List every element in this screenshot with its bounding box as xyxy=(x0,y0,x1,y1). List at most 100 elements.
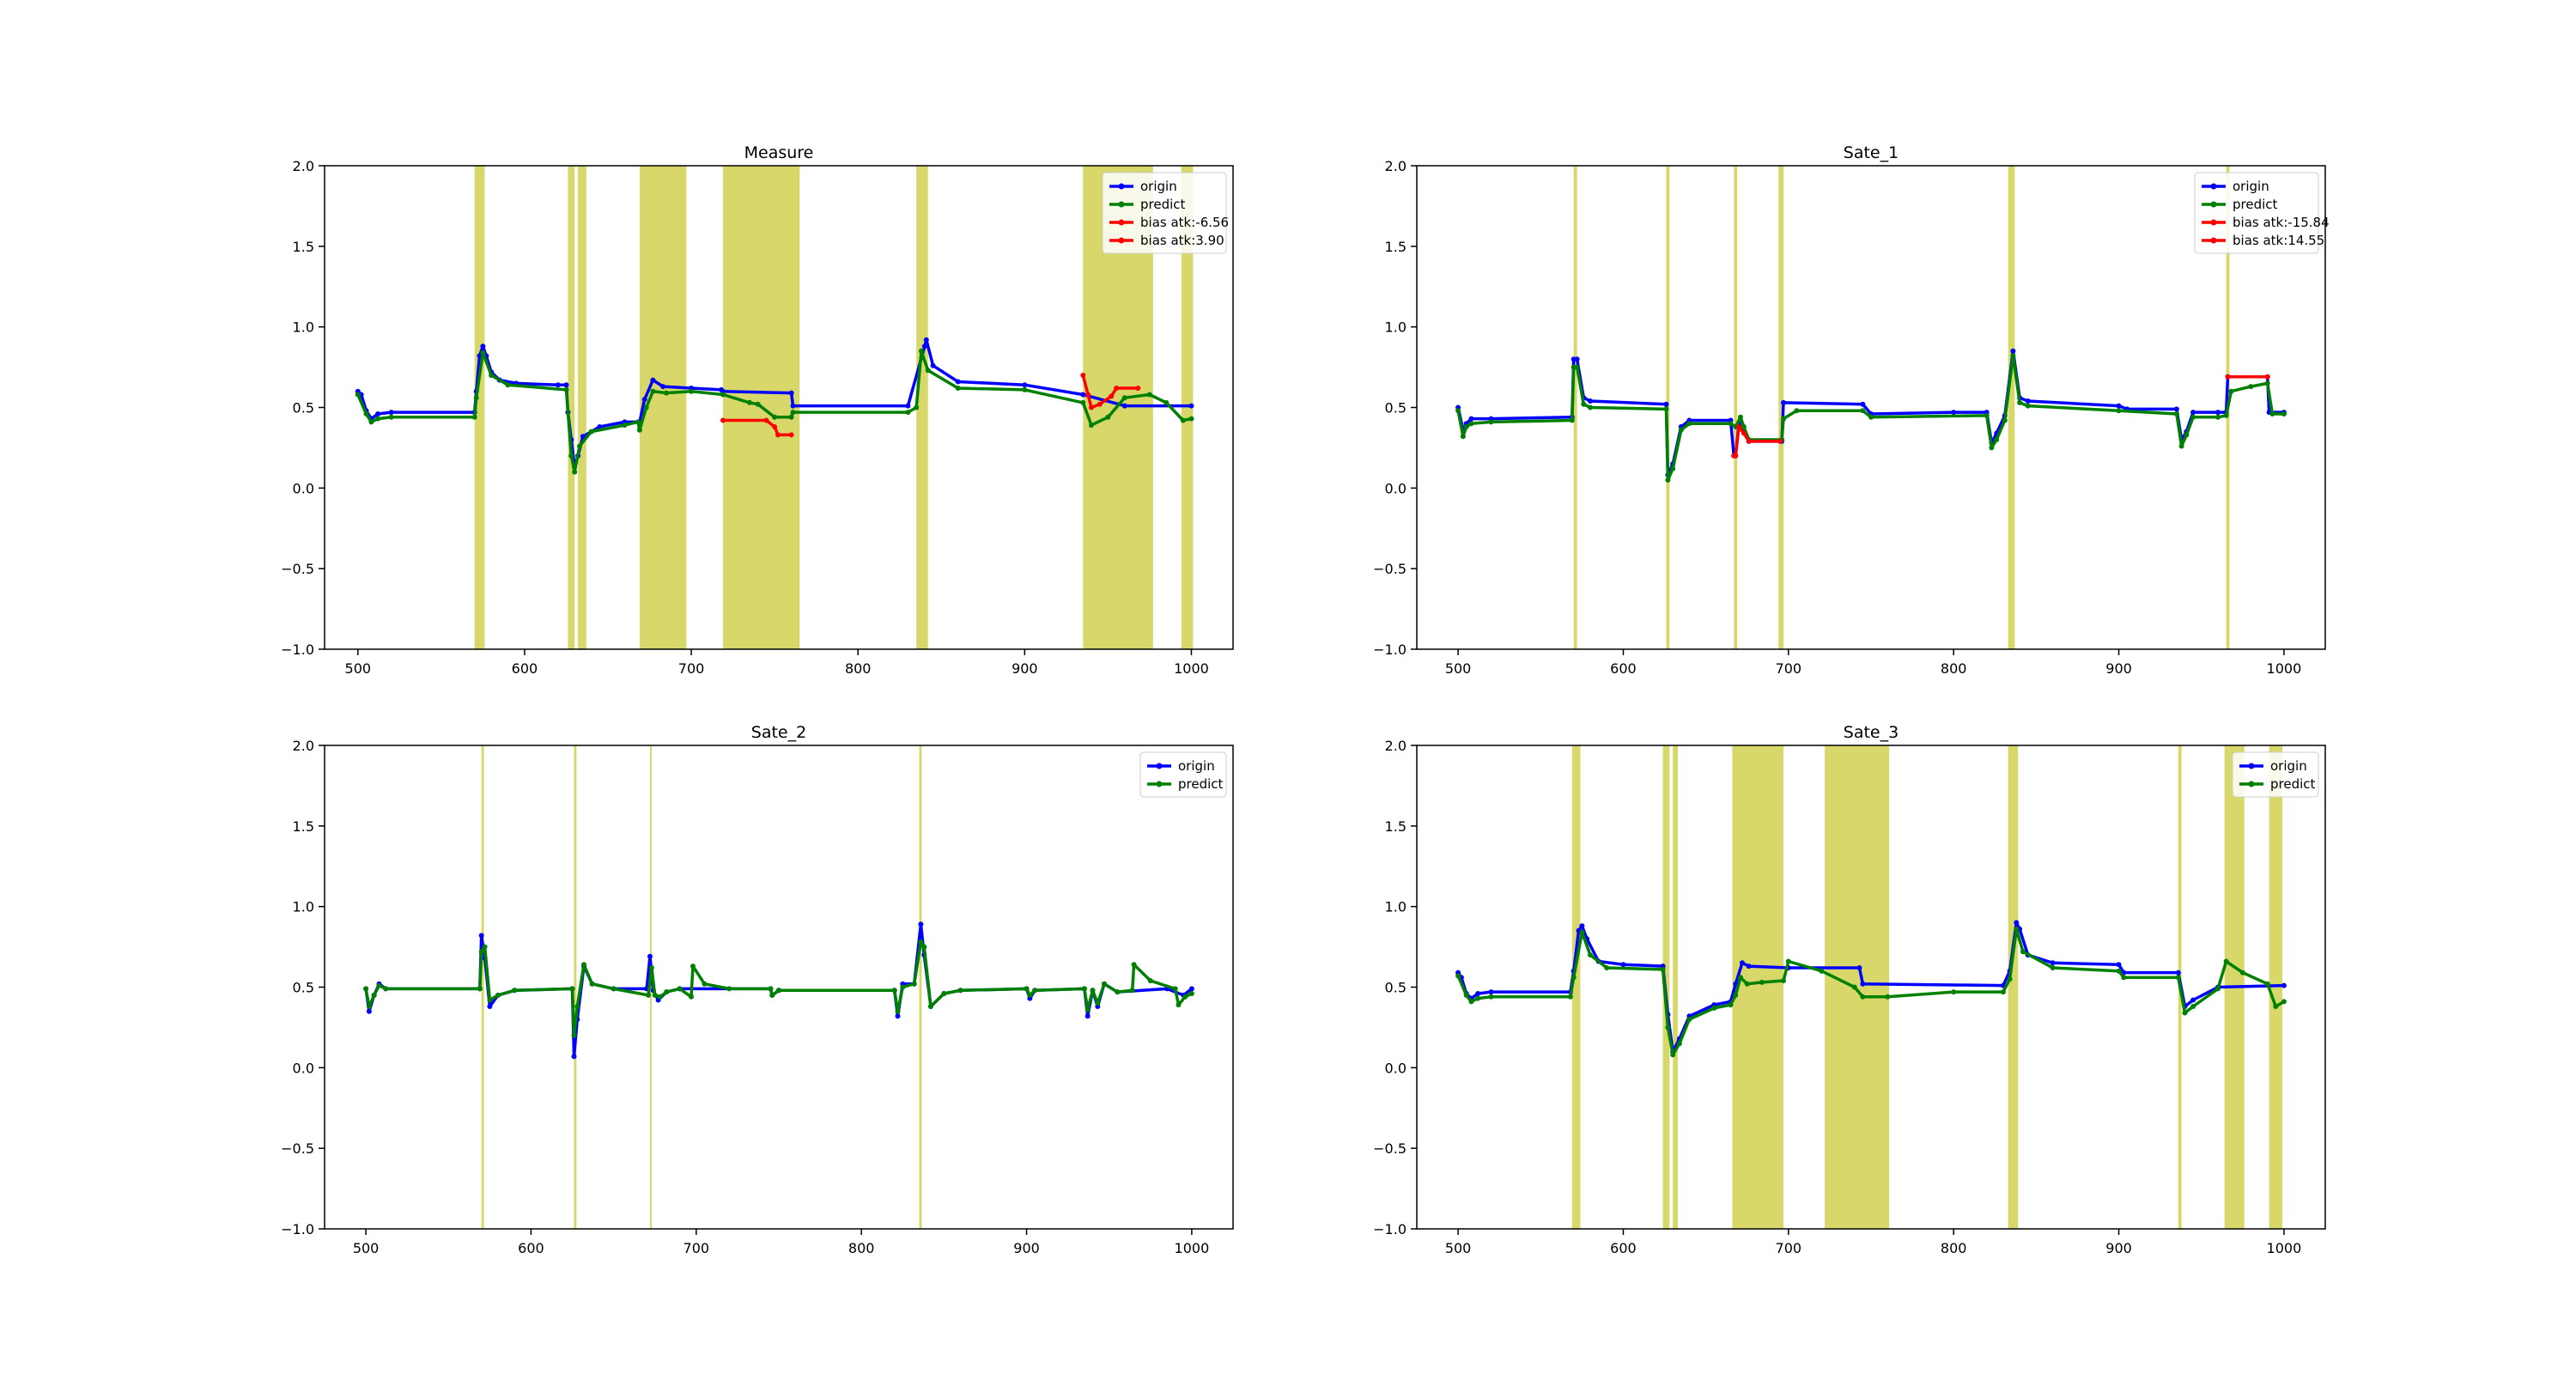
data-point xyxy=(471,414,477,420)
legend-swatch-marker xyxy=(1118,237,1125,244)
data-point xyxy=(648,965,654,970)
data-point xyxy=(677,986,683,992)
legend-swatch-marker xyxy=(1118,183,1125,190)
series-predict xyxy=(355,348,1194,475)
data-point xyxy=(1620,962,1626,968)
data-point xyxy=(1711,1005,1717,1011)
data-point xyxy=(641,397,647,403)
data-point xyxy=(1660,966,1666,972)
data-point xyxy=(597,424,603,429)
data-point xyxy=(1455,973,1461,979)
data-point xyxy=(2273,1004,2279,1009)
data-point xyxy=(957,988,963,994)
data-point xyxy=(1856,965,1862,970)
data-point xyxy=(577,443,582,449)
data-point xyxy=(1860,981,1866,987)
legend-label: bias atk:14.55 xyxy=(2233,233,2324,248)
chart-title: Sate_3 xyxy=(1844,723,1899,742)
highlight-span xyxy=(578,166,586,649)
data-point xyxy=(1686,421,1692,427)
y-tick-label: 0.0 xyxy=(1385,480,1406,496)
data-point xyxy=(1022,382,1028,388)
data-point xyxy=(2215,410,2221,416)
data-point xyxy=(1468,416,1474,422)
data-point xyxy=(790,410,796,416)
data-point xyxy=(1475,995,1481,1001)
x-tick-label: 800 xyxy=(845,660,872,677)
data-point xyxy=(919,348,924,354)
x-tick-label: 800 xyxy=(1941,660,1967,677)
data-point xyxy=(2281,982,2287,988)
data-point xyxy=(2182,1010,2188,1016)
data-point xyxy=(2002,417,2008,423)
data-point xyxy=(1579,929,1585,935)
data-point xyxy=(482,944,488,950)
data-point xyxy=(1678,427,1684,433)
highlight-span xyxy=(574,745,577,1229)
data-point xyxy=(487,1004,493,1009)
x-tick-label: 500 xyxy=(1445,660,1472,677)
data-point xyxy=(1089,404,1094,410)
data-point xyxy=(2014,920,2020,926)
x-tick-label: 500 xyxy=(353,1240,380,1256)
data-point xyxy=(1663,401,1669,407)
data-point xyxy=(2175,970,2181,976)
data-point xyxy=(1109,393,1115,399)
data-point xyxy=(1468,999,1474,1005)
data-point xyxy=(571,1054,577,1060)
y-tick-label: 0.0 xyxy=(293,480,314,496)
x-tick-label: 600 xyxy=(512,660,538,677)
data-point xyxy=(2014,926,2020,932)
y-tick-label: −1.0 xyxy=(281,1221,314,1237)
data-point xyxy=(1665,1024,1671,1030)
data-point xyxy=(2178,443,2184,449)
data-point xyxy=(1097,401,1103,407)
data-point xyxy=(1581,401,1587,407)
y-tick-label: 1.0 xyxy=(1385,319,1406,336)
y-tick-label: 1.5 xyxy=(1385,239,1406,255)
data-point xyxy=(1579,923,1585,929)
legend-entry: origin xyxy=(1147,758,1215,774)
data-point xyxy=(588,429,594,435)
data-point xyxy=(1147,978,1153,983)
data-point xyxy=(690,964,696,970)
y-tick-label: 0.5 xyxy=(1385,400,1406,416)
data-point xyxy=(1860,408,1866,414)
legend-box xyxy=(2194,172,2319,254)
data-point xyxy=(478,933,484,939)
x-tick-label: 600 xyxy=(1610,660,1637,677)
data-point xyxy=(1090,988,1096,994)
data-point xyxy=(1738,414,1743,420)
data-point xyxy=(1176,1002,1182,1008)
highlight-span xyxy=(2008,745,2019,1229)
data-point xyxy=(2116,962,2122,968)
data-point xyxy=(2020,949,2026,955)
data-point xyxy=(2025,398,2031,404)
data-point xyxy=(689,994,694,1000)
data-point xyxy=(1781,416,1786,422)
data-point xyxy=(1569,417,1575,423)
data-point xyxy=(2184,432,2190,438)
data-point xyxy=(1488,994,1494,1000)
legend-entry: predict xyxy=(1147,776,1224,792)
data-point xyxy=(720,392,726,398)
highlight-span xyxy=(1734,166,1738,649)
data-point xyxy=(2215,986,2221,992)
data-point xyxy=(1670,1052,1676,1058)
data-point xyxy=(1081,986,1087,992)
data-point xyxy=(895,1008,901,1014)
data-point xyxy=(368,419,374,425)
data-point xyxy=(574,1004,580,1009)
data-point xyxy=(1785,958,1791,964)
data-point xyxy=(1022,386,1028,392)
data-point xyxy=(1085,392,1091,398)
x-tick-label: 500 xyxy=(1445,1240,1472,1256)
data-point xyxy=(1741,424,1747,429)
data-point xyxy=(555,382,561,388)
data-point xyxy=(1740,960,1745,966)
data-point xyxy=(1188,403,1194,409)
data-point xyxy=(650,388,656,394)
data-point xyxy=(2025,403,2031,409)
x-tick-label: 900 xyxy=(2105,1240,2132,1256)
highlight-span xyxy=(2008,166,2015,649)
